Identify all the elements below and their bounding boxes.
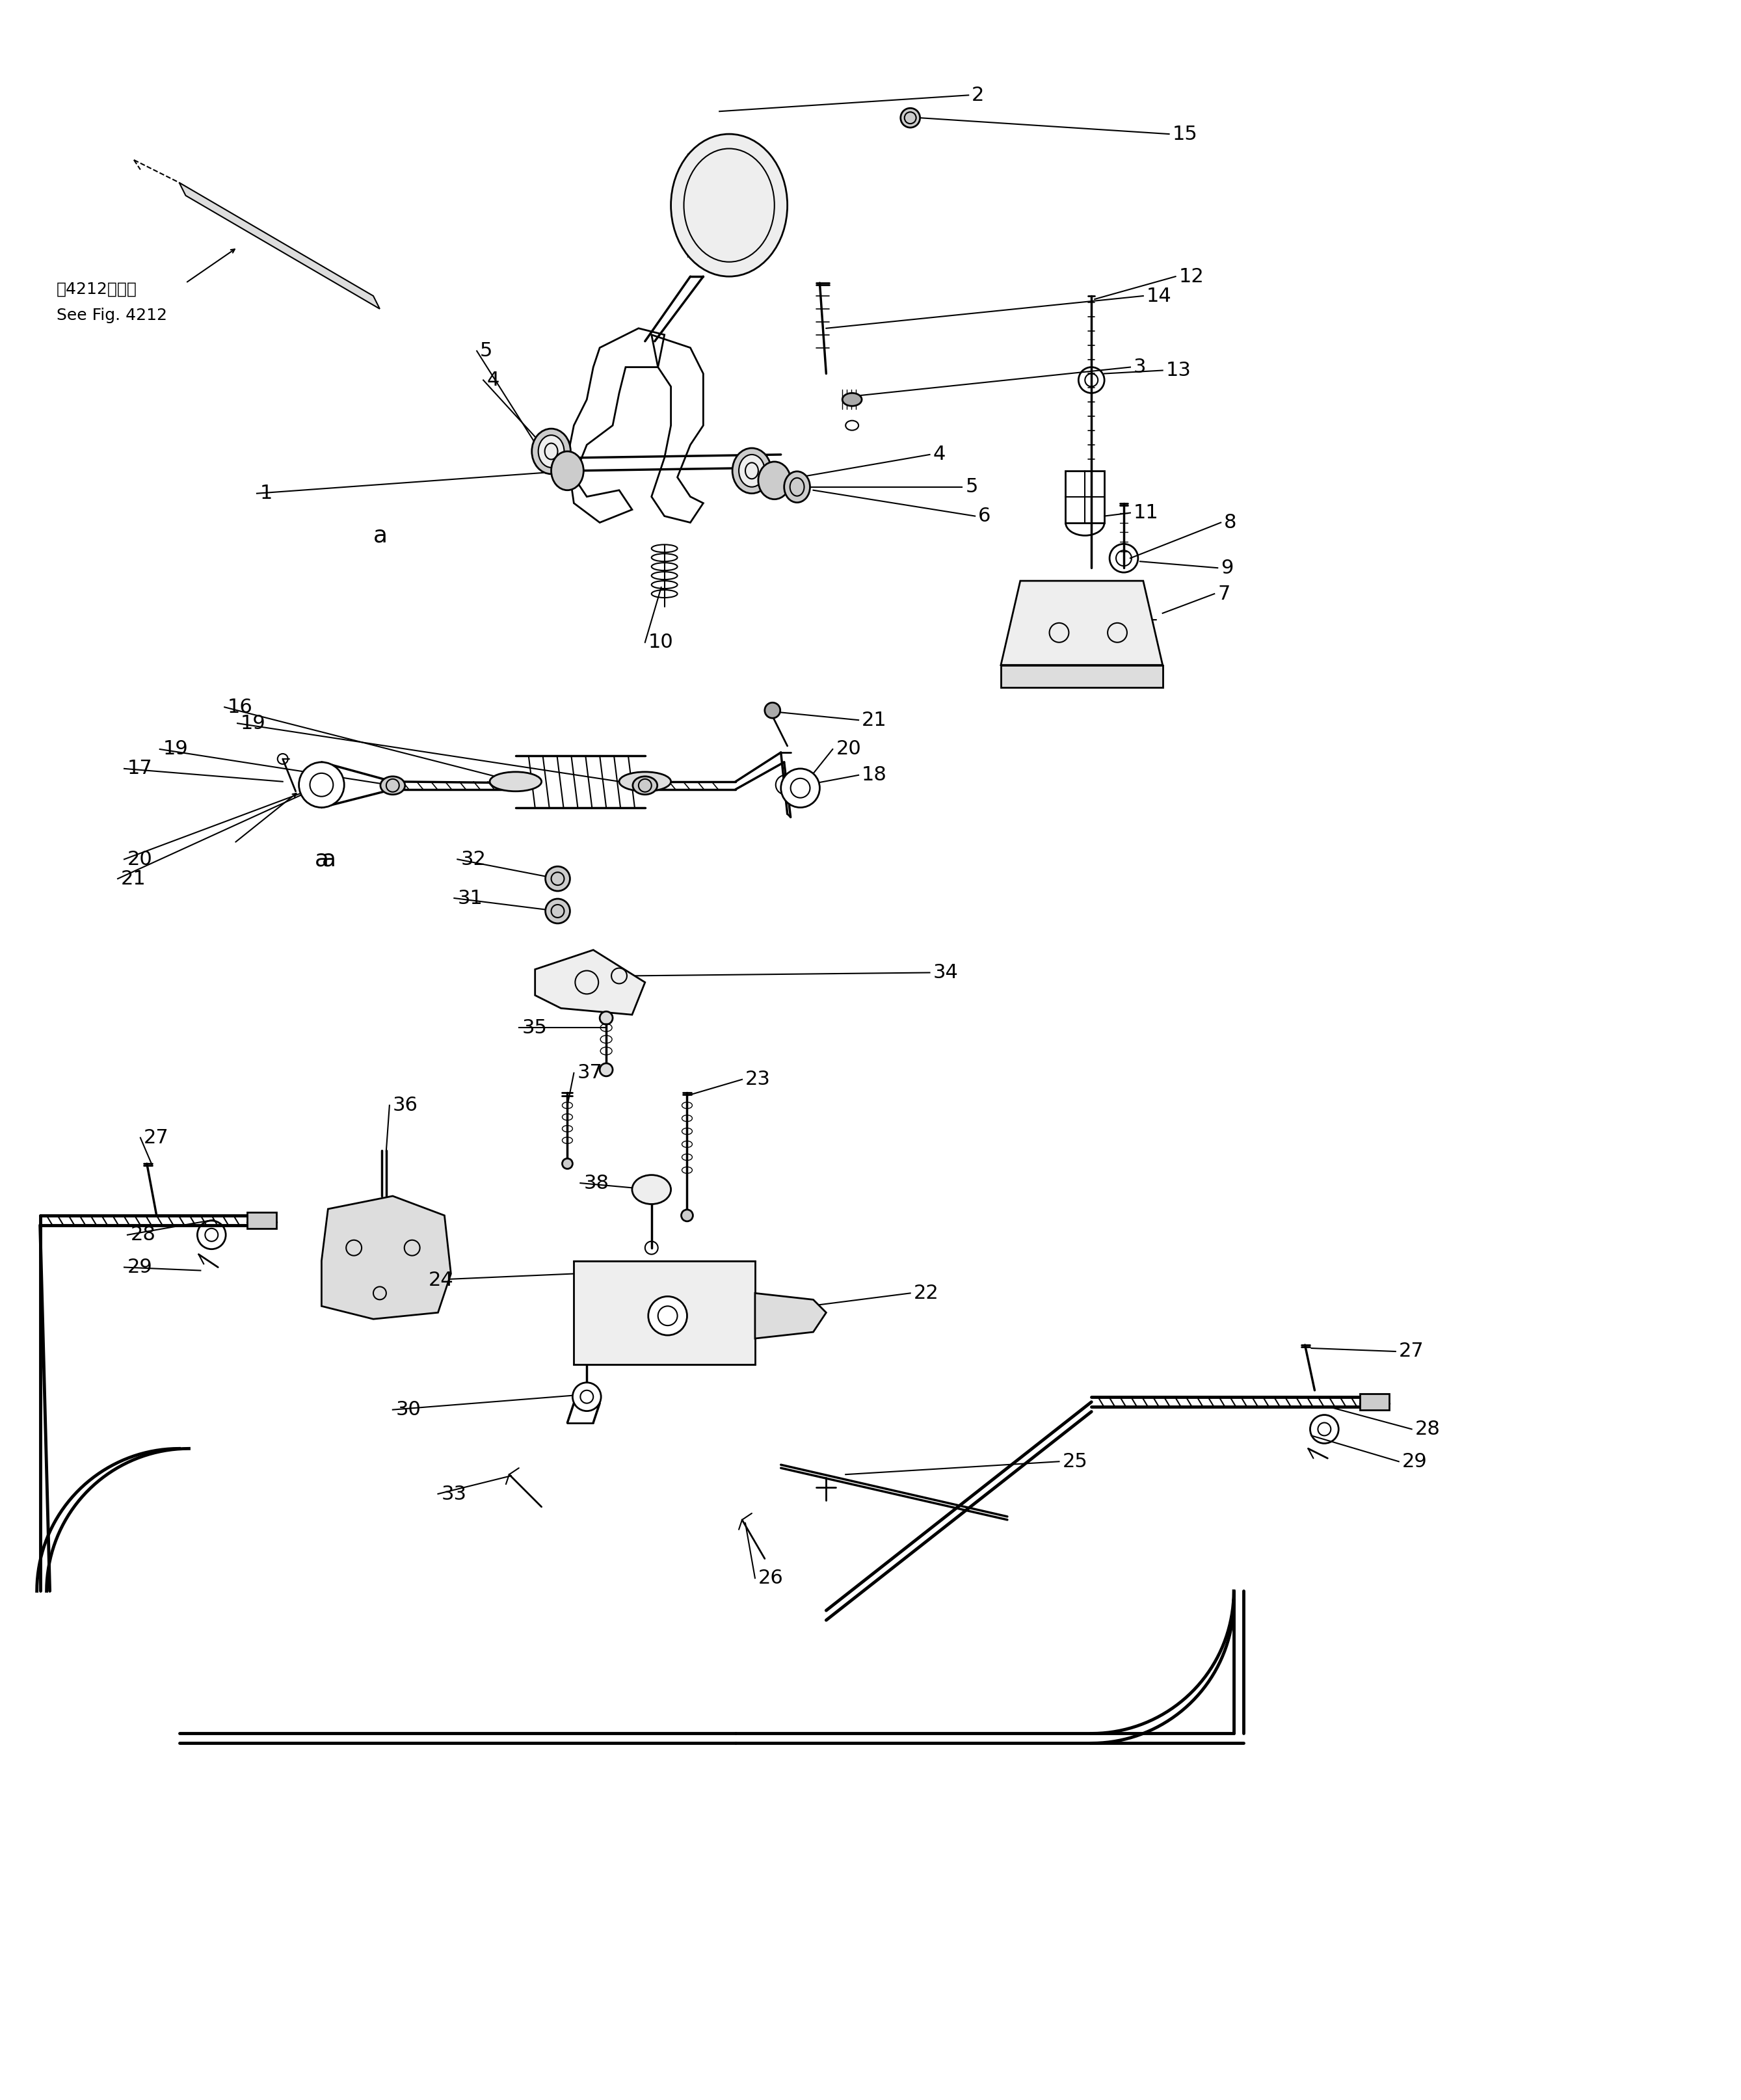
Text: 5: 5 xyxy=(481,342,493,361)
Text: 1: 1 xyxy=(259,483,273,502)
Text: 11: 11 xyxy=(1133,504,1160,523)
Text: 4: 4 xyxy=(933,445,945,464)
Text: 32: 32 xyxy=(461,851,486,869)
Ellipse shape xyxy=(783,470,810,502)
Polygon shape xyxy=(322,1197,451,1319)
Ellipse shape xyxy=(843,393,862,405)
Text: 17: 17 xyxy=(127,760,153,779)
Text: 27: 27 xyxy=(1398,1342,1424,1361)
Text: 37: 37 xyxy=(576,1063,602,1082)
Ellipse shape xyxy=(670,134,787,277)
Ellipse shape xyxy=(562,1159,573,1170)
Ellipse shape xyxy=(489,773,541,792)
Text: 20: 20 xyxy=(127,851,153,869)
Text: 23: 23 xyxy=(745,1071,771,1090)
Text: a: a xyxy=(373,525,388,546)
Ellipse shape xyxy=(733,447,771,494)
Bar xyxy=(1001,666,1163,687)
Text: 7: 7 xyxy=(1217,584,1231,603)
Text: 33: 33 xyxy=(440,1485,467,1504)
Text: 14: 14 xyxy=(1146,286,1172,304)
Text: a: a xyxy=(315,848,329,869)
Text: 4: 4 xyxy=(486,372,500,388)
Text: 35: 35 xyxy=(522,1019,547,1037)
Text: 30: 30 xyxy=(395,1401,421,1420)
Text: a: a xyxy=(322,848,336,869)
Text: 38: 38 xyxy=(583,1174,609,1193)
Text: 15: 15 xyxy=(1172,124,1198,143)
Circle shape xyxy=(782,769,820,809)
Text: 36: 36 xyxy=(393,1096,418,1115)
Text: 25: 25 xyxy=(1062,1451,1088,1470)
Circle shape xyxy=(648,1296,688,1336)
Text: 22: 22 xyxy=(914,1283,938,1302)
Text: 9: 9 xyxy=(1220,559,1233,578)
Text: 12: 12 xyxy=(1179,267,1205,286)
Text: 10: 10 xyxy=(648,632,674,651)
Polygon shape xyxy=(179,183,380,309)
Ellipse shape xyxy=(620,773,670,792)
Ellipse shape xyxy=(681,1210,693,1222)
Text: 8: 8 xyxy=(1224,512,1236,531)
Text: 6: 6 xyxy=(978,506,991,525)
Ellipse shape xyxy=(632,1176,670,1203)
Ellipse shape xyxy=(599,1012,613,1025)
Bar xyxy=(575,1260,756,1365)
Ellipse shape xyxy=(738,454,764,487)
Text: 2: 2 xyxy=(971,86,984,105)
Text: 31: 31 xyxy=(458,888,482,907)
Ellipse shape xyxy=(599,1063,613,1075)
Text: 5: 5 xyxy=(965,477,978,496)
Polygon shape xyxy=(756,1294,827,1338)
Text: 29: 29 xyxy=(127,1258,153,1277)
Polygon shape xyxy=(534,949,644,1014)
Ellipse shape xyxy=(900,107,919,128)
Text: 20: 20 xyxy=(836,739,862,758)
Text: 笥4212図参照: 笥4212図参照 xyxy=(56,281,138,298)
Ellipse shape xyxy=(538,435,564,468)
Text: 27: 27 xyxy=(143,1128,169,1147)
Ellipse shape xyxy=(552,452,583,489)
Text: 21: 21 xyxy=(862,710,886,729)
Text: 26: 26 xyxy=(759,1569,783,1588)
Text: 28: 28 xyxy=(1415,1420,1440,1439)
Circle shape xyxy=(573,1382,601,1411)
Text: 19: 19 xyxy=(240,714,266,733)
Ellipse shape xyxy=(381,777,406,794)
Ellipse shape xyxy=(545,899,569,924)
Text: 19: 19 xyxy=(164,739,188,758)
Ellipse shape xyxy=(545,867,569,890)
Circle shape xyxy=(764,704,780,718)
Text: 16: 16 xyxy=(228,697,252,716)
Polygon shape xyxy=(1001,582,1163,666)
Text: 21: 21 xyxy=(120,869,146,888)
Text: 24: 24 xyxy=(428,1270,453,1289)
Bar xyxy=(1360,1394,1389,1409)
Text: 28: 28 xyxy=(131,1226,157,1245)
Text: 18: 18 xyxy=(862,767,888,785)
Text: 3: 3 xyxy=(1133,357,1146,376)
Text: See Fig. 4212: See Fig. 4212 xyxy=(56,307,167,323)
Circle shape xyxy=(299,762,345,808)
Ellipse shape xyxy=(632,777,658,794)
Bar xyxy=(247,1212,277,1228)
Text: 13: 13 xyxy=(1166,361,1191,380)
Text: 29: 29 xyxy=(1402,1451,1428,1470)
Ellipse shape xyxy=(531,428,571,475)
Ellipse shape xyxy=(759,462,790,500)
Text: 34: 34 xyxy=(933,964,958,983)
